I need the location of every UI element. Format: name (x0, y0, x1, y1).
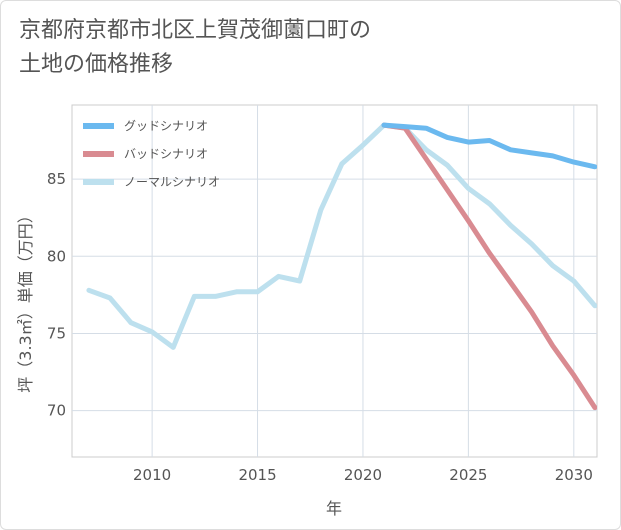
chart-title: 京都府京都市北区上賀茂御薗口町の 土地の価格推移 (19, 18, 372, 77)
y-tick-label: 80 (47, 247, 66, 265)
x-tick-label: 2030 (555, 466, 593, 484)
tick-labels: 2010 2015 2020 2025 2030 70 75 80 85 (47, 170, 593, 484)
y-tick-label: 70 (47, 402, 66, 420)
x-tick-label: 2025 (449, 466, 487, 484)
x-tick-label: 2010 (133, 466, 171, 484)
series-layer (86, 122, 597, 411)
series-line-2 (86, 122, 597, 350)
legend-label: ノーマルシナリオ (124, 175, 220, 189)
y-tick-label: 75 (47, 324, 66, 342)
y-axis-title: 坪（3.3㎡）単価（万円） (16, 207, 35, 392)
legend-label: グッドシナリオ (124, 119, 208, 133)
y-tick-label: 85 (47, 170, 66, 188)
x-tick-label: 2015 (238, 466, 276, 484)
x-tick-label: 2020 (344, 466, 382, 484)
series-line-1 (381, 122, 597, 411)
x-axis-title: 年 (326, 499, 342, 518)
legend-label: バッドシナリオ (124, 147, 208, 161)
series-line-0 (381, 122, 597, 170)
